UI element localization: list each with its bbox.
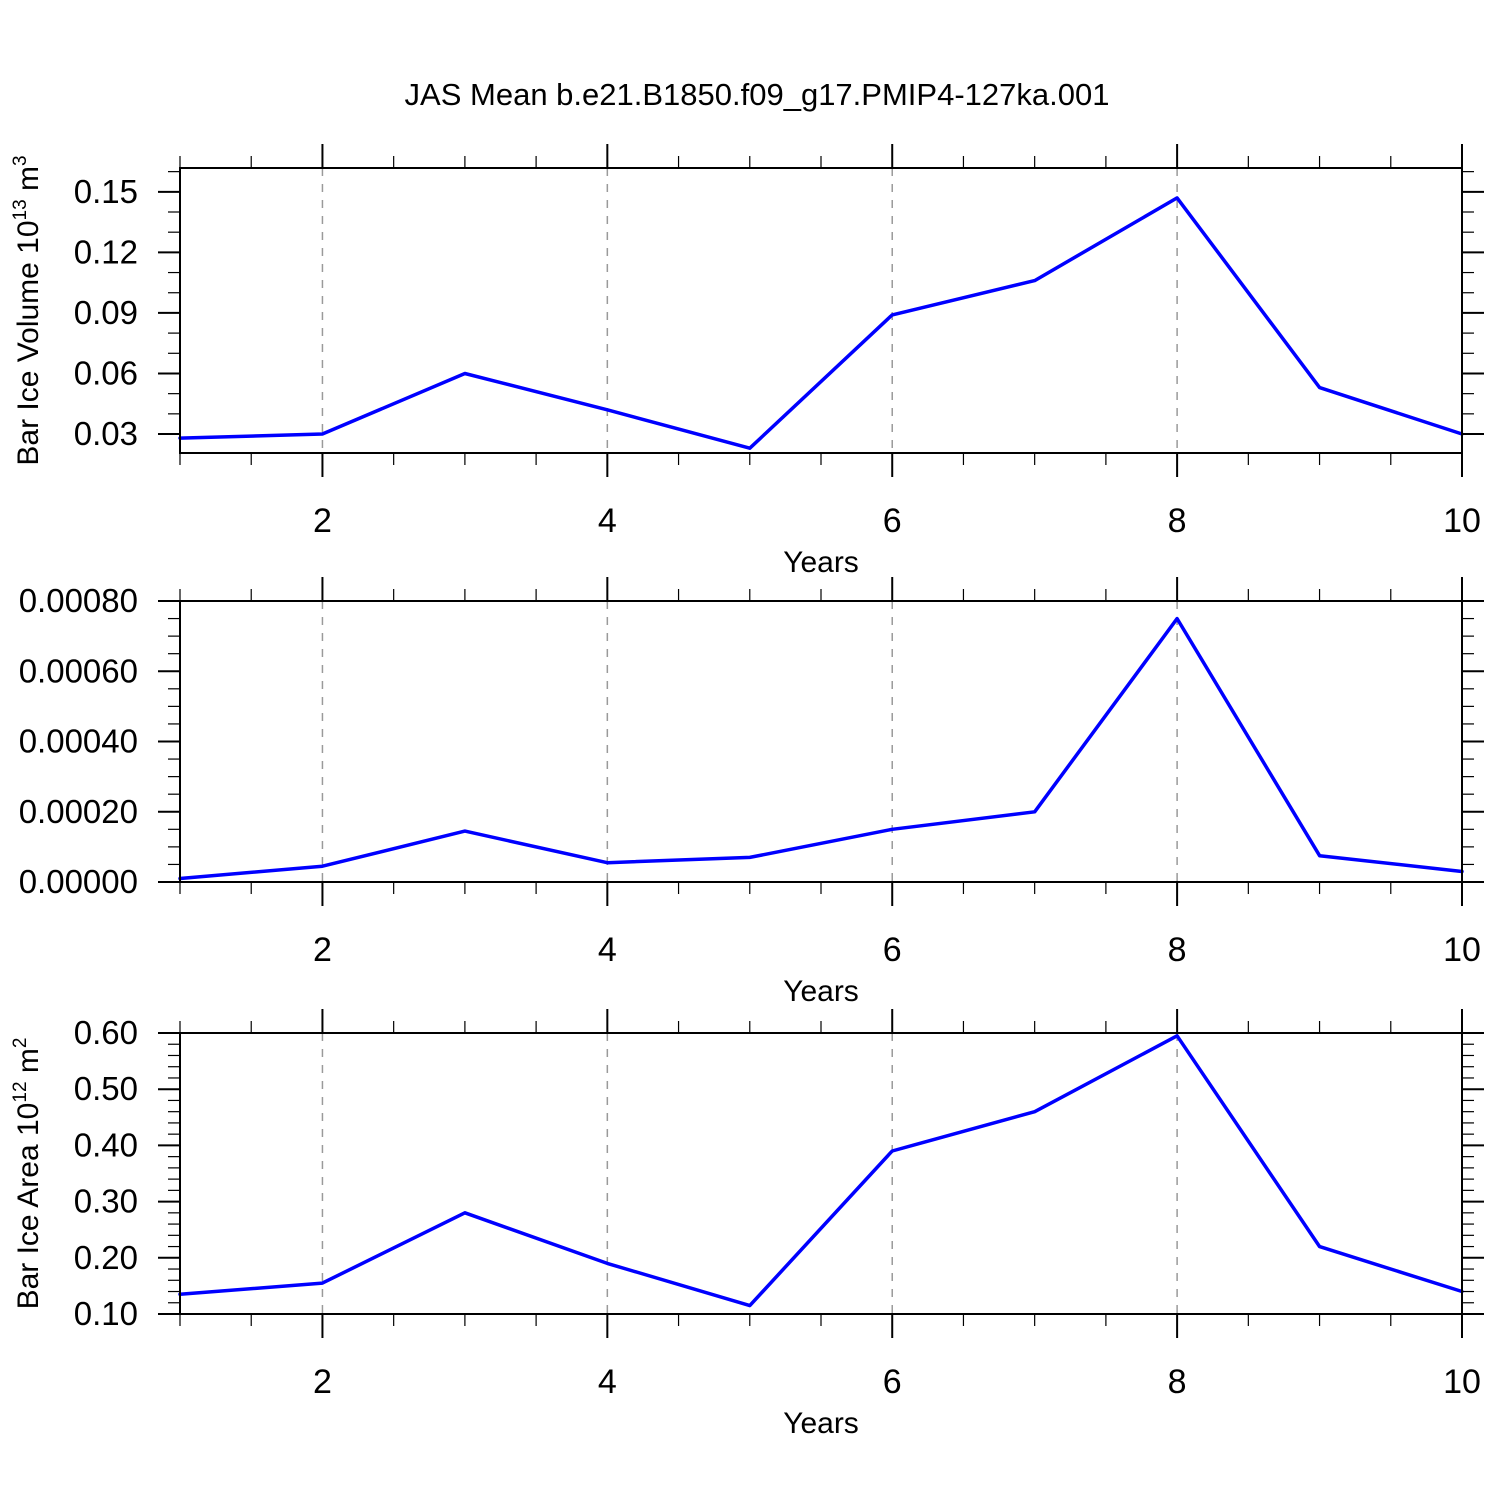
y-tick-label: 0.00000 [19,863,138,900]
x-tick-label: 4 [598,931,617,969]
panel-bar-ice-volume: 2 4 6 8 10 0.03 0.06 0.09 0.12 0.15 Years Bar Ice V… [10,144,1484,579]
y-tick-label: 0.09 [74,294,138,331]
x-tick-label: 10 [1443,931,1481,969]
y-tick-label: 0.30 [74,1183,138,1220]
x-axis-title: Years [783,975,859,1008]
y-tick-label: 0.00020 [19,793,138,830]
x-tick-label: 6 [883,502,902,540]
plot-frame [179,167,1463,454]
x-tick-label: 4 [598,502,617,540]
data-line-bar-ice-volume [178,196,1464,450]
x-axis-title: Years [783,1407,859,1440]
data-line-middle-series [178,616,1464,881]
x-tick-label: 6 [883,1363,902,1401]
y-axis-title: Bar Ice Volume 1013 m3 [10,155,45,465]
x-tick-label: 2 [313,502,332,540]
y-axis-title: Bar Ice Area 1012 m2 [10,1038,45,1310]
x-tick-label: 10 [1443,502,1481,540]
y-tick-label: 0.00060 [19,652,138,689]
y-tick-label: 0.40 [74,1126,138,1163]
data-line-bar-ice-area [178,1034,1464,1308]
x-tick-label: 2 [313,931,332,969]
y-tick-label: 0.10 [74,1295,138,1332]
y-tick-label: 0.15 [74,173,138,210]
x-tick-label: 10 [1443,1363,1481,1401]
y-tick-label: 0.60 [74,1014,138,1051]
y-tick-label: 0.00040 [19,723,138,760]
y-tick-label: 0.20 [74,1239,138,1276]
x-tick-label: 8 [1168,502,1187,540]
y-tick-label: 0.06 [74,354,138,391]
y-tick-label: 0.00080 [19,582,138,619]
x-tick-label: 8 [1168,1363,1187,1401]
x-axis-title: Years [783,546,859,579]
x-tick-label: 6 [883,931,902,969]
y-tick-label: 0.12 [74,233,138,270]
y-tick-label: 0.03 [74,415,138,452]
panel-bar-ice-area: 2 4 6 8 10 0.10 0.20 0.30 0.40 0.50 0.60 Years Bar I… [10,1009,1484,1440]
x-tick-label: 2 [313,1363,332,1401]
x-tick-label: 4 [598,1363,617,1401]
panel-middle-series: 2 4 6 8 10 0.00000 0.00020 0.00040 0.00060 0.0008… [19,577,1484,1008]
plot-frame [179,600,1463,883]
page-title: JAS Mean b.e21.B1850.f09_g17.PMIP4-127ka… [405,77,1110,112]
y-tick-label: 0.50 [74,1070,138,1107]
x-tick-label: 8 [1168,931,1187,969]
